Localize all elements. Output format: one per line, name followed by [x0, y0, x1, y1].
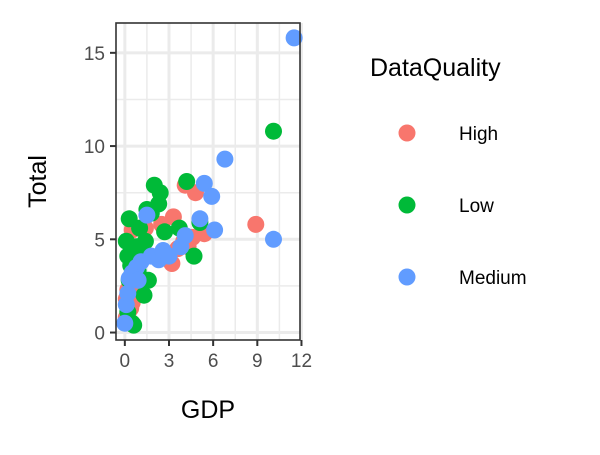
legend-key-low — [398, 196, 416, 214]
data-point-medium — [216, 150, 234, 168]
data-point-medium — [191, 210, 209, 228]
x-tick-label: 3 — [164, 351, 175, 372]
data-point-low — [178, 173, 196, 190]
legend-item-medium: Medium — [398, 268, 527, 289]
data-point-low — [135, 286, 153, 304]
data-point-low — [150, 195, 168, 213]
legend: DataQuality High Low Medium — [370, 54, 527, 289]
legend-title: DataQuality — [370, 54, 501, 82]
data-point-medium — [285, 29, 303, 47]
x-tick-label: 9 — [252, 351, 263, 372]
x-axis-title: GDP — [181, 396, 235, 424]
y-tick-label: 5 — [94, 230, 105, 251]
data-point-medium — [203, 187, 221, 205]
data-point-low — [156, 223, 174, 241]
data-point-low — [265, 122, 282, 140]
series-medium — [116, 29, 303, 332]
data-point-medium — [160, 247, 178, 265]
legend-key-medium — [398, 268, 416, 286]
y-tick-label: 15 — [84, 44, 105, 65]
data-point-medium — [119, 284, 137, 302]
data-point-medium — [129, 271, 147, 289]
data-point-medium — [116, 314, 134, 332]
legend-label-low: Low — [459, 196, 494, 217]
data-point-medium — [265, 230, 282, 248]
data-point-medium — [195, 174, 213, 192]
x-tick-label: 0 — [120, 351, 131, 372]
legend-label-high: High — [459, 124, 498, 145]
panel-border — [115, 22, 301, 341]
legend-label-medium: Medium — [459, 268, 527, 289]
legend-key-high — [398, 124, 416, 142]
y-tick-label: 0 — [94, 324, 105, 345]
legend-item-high: High — [398, 124, 498, 145]
data-point-low — [185, 247, 203, 265]
data-point-medium — [176, 227, 194, 245]
data-point-medium — [138, 206, 156, 224]
data-point-low — [131, 219, 149, 237]
y-tick-label: 10 — [84, 137, 105, 158]
data-point-low — [136, 232, 154, 250]
x-tick-label: 12 — [291, 351, 312, 372]
data-point-high — [247, 215, 265, 233]
x-tick-label: 6 — [208, 351, 219, 372]
y-axis-title: Total — [24, 155, 52, 208]
data-point-medium — [206, 221, 224, 239]
legend-item-low: Low — [398, 196, 494, 217]
